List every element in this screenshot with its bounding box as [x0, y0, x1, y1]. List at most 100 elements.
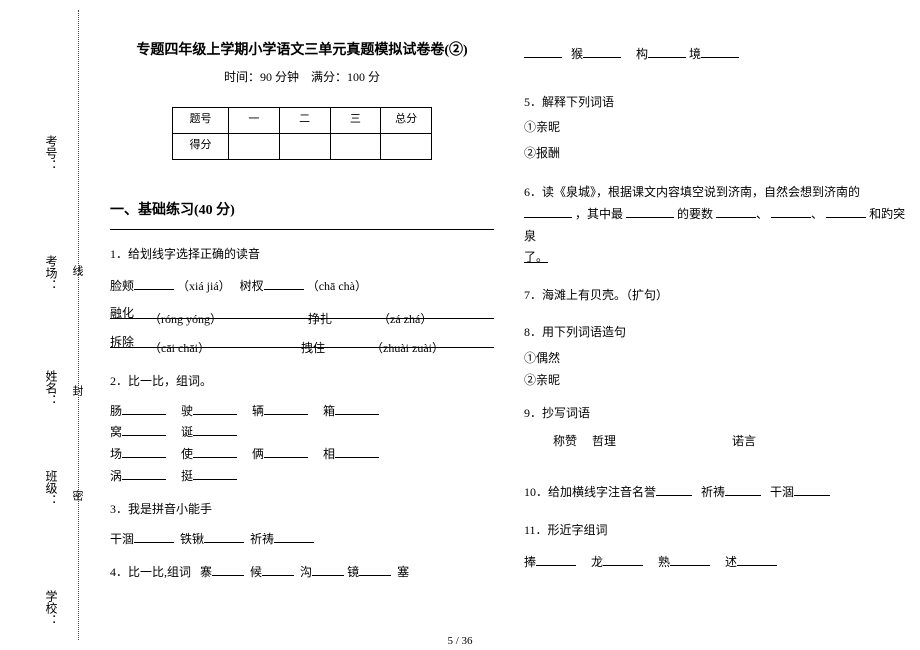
q9-1: 哲理 — [592, 434, 616, 448]
blank — [122, 423, 166, 436]
blank — [212, 563, 244, 576]
q3-2: 祈祷 — [250, 532, 274, 546]
q11: 11．形近字组词 捧 龙 熟 述 — [524, 520, 908, 573]
q4-prompt: 4．比一比,组词 — [110, 565, 191, 579]
q9: 9．抄写词语 称赞 哲理 诺言 — [524, 403, 908, 452]
q10: 10．给加横线字注音名誉 祈祷 干涸 — [524, 482, 908, 504]
blank — [193, 466, 237, 479]
blank — [274, 530, 314, 543]
score-col-4: 总分 — [381, 107, 432, 133]
q2-r4-1: 挺 — [181, 469, 193, 483]
score-cell — [229, 133, 280, 159]
q10-prompt: 10．给加横线字注音名誉 — [524, 485, 656, 499]
blank — [193, 445, 237, 458]
score-col-2: 二 — [279, 107, 330, 133]
score-cell — [279, 133, 330, 159]
q1-l1b: （xiá jiá） — [177, 279, 231, 293]
q9-prompt: 9．抄写词语 — [524, 403, 908, 425]
q2-r1-1: 驶 — [181, 404, 193, 418]
blank — [794, 483, 830, 496]
side-label-room: 考场： — [38, 255, 60, 291]
q8-a: ①偶然 — [524, 348, 908, 370]
section-underline — [110, 229, 494, 230]
q2-r3-0: 场 — [110, 447, 122, 461]
hint-feng: 封 — [70, 385, 85, 396]
blank — [264, 445, 308, 458]
blank — [826, 205, 866, 218]
q11-3: 述 — [725, 555, 737, 569]
side-label-school: 学校： — [38, 590, 60, 626]
q6: 6．读《泉城》，根据课文内容填空说到济南，自然会想到济南的 ，其中最 的要数 、… — [524, 182, 908, 268]
q1-prompt: 1．给划线字选择正确的读音 — [110, 244, 494, 266]
q1-l2b: （róng yóng） — [149, 312, 222, 326]
score-row2-label: 得分 — [173, 133, 229, 159]
full-value: 100 分 — [347, 70, 380, 84]
blank — [737, 552, 777, 565]
q2-r1-3: 箱 — [323, 404, 335, 418]
q2-r4-0: 涡 — [110, 469, 122, 483]
score-col-3: 三 — [330, 107, 381, 133]
q10-1: 干涸 — [770, 485, 794, 499]
blank — [656, 483, 692, 496]
blank — [524, 45, 562, 58]
blank — [626, 205, 674, 218]
blank — [648, 45, 686, 58]
score-cell — [330, 133, 381, 159]
blank — [193, 402, 237, 415]
q3-prompt: 3．我是拼音小能手 — [110, 499, 494, 521]
q6-end: 了。 — [524, 250, 548, 264]
hint-mi: 密 — [70, 490, 85, 501]
q2-r2-1: 诞 — [181, 425, 193, 439]
q2-r3-3: 相 — [323, 447, 335, 461]
blank — [603, 552, 643, 565]
q6-c: 的要数 — [677, 207, 713, 221]
q1-l1a: 脸颊 — [110, 279, 134, 293]
q4-0: 寨 — [200, 565, 212, 579]
page-content: 专题四年级上学期小学语文三单元真题模拟试卷卷(②) 时间：90 分钟 满分：10… — [100, 0, 920, 650]
page-number: 5 / 36 — [0, 635, 920, 647]
q1-l2c: 挣扎 — [308, 312, 332, 326]
q9-line: 称赞 哲理 诺言 — [538, 431, 908, 453]
q7-prompt: 7．海滩上有贝壳。（扩句） — [524, 285, 908, 307]
binding-margin: 学校： 班级： 姓名： 考场： 考号： 密 封 线 — [0, 0, 100, 650]
q5: 5．解释下列词语 ①亲昵 ②报酬 — [524, 92, 908, 165]
blank — [583, 45, 621, 58]
q9-0: 称赞 — [553, 434, 577, 448]
q1-l3d: （zhuài zuài） — [371, 341, 444, 355]
q2-prompt: 2．比一比，组词。 — [110, 371, 494, 393]
blank — [536, 552, 576, 565]
q8-b: ②亲昵 — [524, 370, 908, 392]
side-label-number: 考号： — [38, 135, 60, 171]
q2-r3-2: 俩 — [252, 447, 264, 461]
q2-r3-1: 使 — [181, 447, 193, 461]
q1-l3c: 拽住 — [301, 341, 325, 355]
q3: 3．我是拼音小能手 干涸 铁锹 祈祷 — [110, 499, 494, 550]
blank — [122, 466, 166, 479]
q10-0: 祈祷 — [701, 485, 725, 499]
q11-prompt: 11．形近字组词 — [524, 520, 908, 542]
blank — [122, 445, 166, 458]
score-table: 题号 一 二 三 总分 得分 — [172, 107, 432, 160]
q2-r1-2: 辆 — [252, 404, 264, 418]
right-top-row: 猴 构 境 — [524, 44, 908, 66]
side-label-class: 班级： — [38, 470, 60, 506]
score-cell — [381, 133, 432, 159]
q1-l3b: （cāi chāi） — [149, 341, 210, 355]
score-col-1: 一 — [229, 107, 280, 133]
rt-1: 构 — [636, 47, 648, 61]
q6-a: 6．读《泉城》，根据课文内容填空说到济南，自然会想到济南的 — [524, 185, 860, 199]
q1-l1c: 树杈 — [240, 279, 264, 293]
q3-1: 铁锹 — [180, 532, 204, 546]
q11-0: 捧 — [524, 555, 536, 569]
q3-0: 干涸 — [110, 532, 134, 546]
q1-l2d: （zá zhá） — [378, 312, 432, 326]
time-label: 时间： — [224, 70, 260, 84]
blank — [725, 483, 761, 496]
q1: 1．给划线字选择正确的读音 脸颊 （xiá jiá） 树杈 （chā chà） … — [110, 244, 494, 359]
q5-b: ②报酬 — [524, 143, 908, 165]
left-column: 专题四年级上学期小学语文三单元真题模拟试卷卷(②) 时间：90 分钟 满分：10… — [110, 10, 494, 650]
q4: 4．比一比,组词 寨 候 沟 镜 塞 — [110, 562, 494, 584]
dotted-line — [78, 10, 79, 640]
blank — [701, 45, 739, 58]
q2-r1-0: 肠 — [110, 404, 122, 418]
